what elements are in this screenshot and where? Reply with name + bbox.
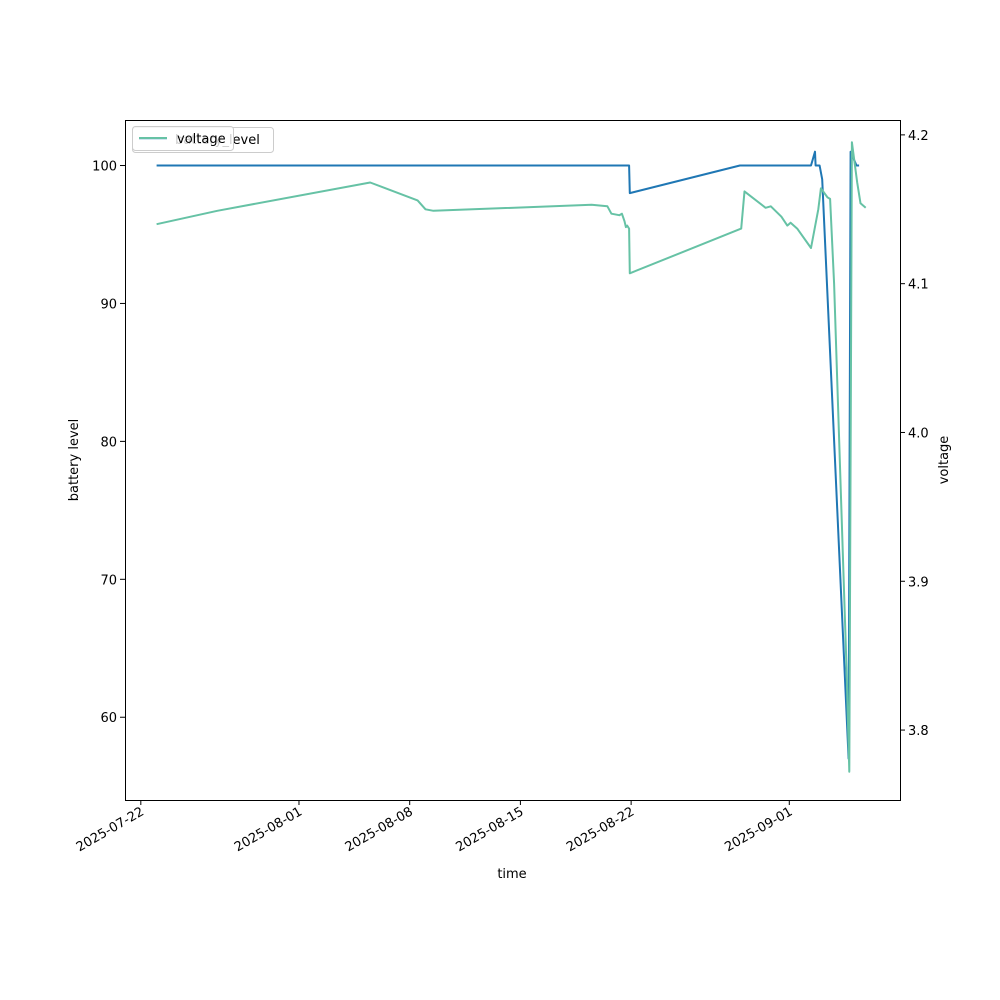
y-right-tick-label: 3.9 [908, 575, 929, 590]
legend-voltage-label: voltage [177, 132, 226, 147]
y-left-tick-label: 80 [100, 435, 117, 450]
y-axis-right: 3.8 3.9 4.0 4.1 4.2 [900, 129, 929, 739]
y-left-tick-label: 90 [100, 297, 117, 312]
y-axis-left: 60 70 80 90 100 [92, 160, 125, 726]
y-left-tick-label: 70 [100, 573, 117, 588]
y-left-tick-label: 60 [100, 711, 117, 726]
y-right-tick-label: 4.2 [908, 129, 929, 144]
legend-voltage: voltage [132, 126, 234, 151]
series-line-voltage [156, 141, 867, 773]
y-right-tick-label: 4.1 [908, 278, 929, 293]
y-left-tick-label: 100 [92, 160, 117, 175]
y-axis-left-label: battery level [67, 419, 82, 502]
plot-area [125, 120, 901, 801]
y-right-tick-label: 3.8 [908, 724, 929, 739]
series-line-battery-level [156, 150, 860, 760]
axes-frame [125, 120, 901, 801]
y-right-tick-label: 4.0 [908, 426, 929, 441]
y-axis-right-label: voltage [937, 436, 952, 485]
series-layer [156, 141, 867, 773]
x-axis-label: time [497, 867, 526, 882]
legend-voltage-frame [132, 126, 234, 151]
